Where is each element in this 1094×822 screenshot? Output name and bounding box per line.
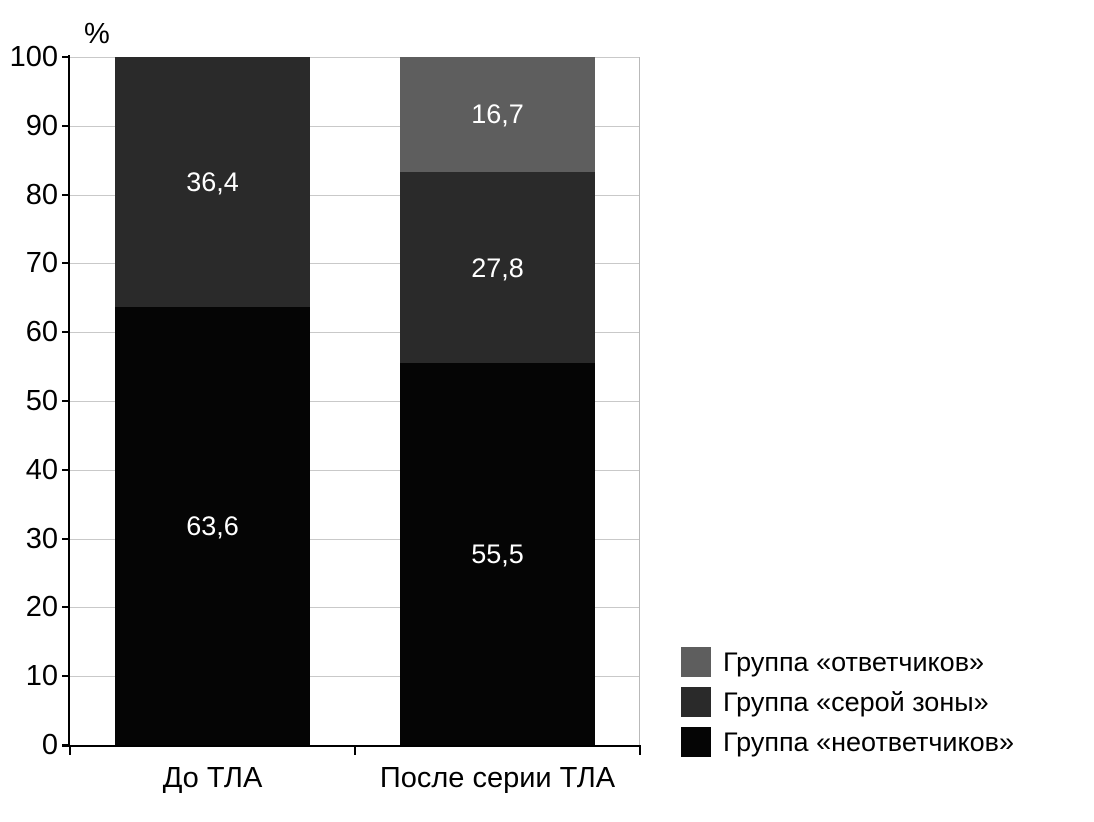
bar-segment: 27,8	[400, 171, 595, 364]
plot-area: 63,6 36,4 55,5 27,8 16,7	[70, 57, 640, 745]
x-axis-category-label: После серии ТЛА	[379, 762, 616, 794]
y-axis-tick-label: 40	[25, 453, 58, 486]
y-axis-tick	[62, 606, 70, 609]
y-axis-tick	[62, 675, 70, 678]
y-axis-tick-label: 100	[9, 41, 58, 73]
stacked-bar: 63,6 36,4	[115, 57, 310, 745]
legend-label: Группа «серой зоны»	[723, 686, 989, 717]
y-axis-tick	[62, 56, 70, 58]
y-axis-tick	[62, 468, 70, 471]
bar-segment: 55,5	[400, 363, 595, 745]
bar-segment-value: 63,6	[186, 511, 239, 542]
legend: Группа «ответчиков» Группа «серой зоны» Гр…	[681, 642, 1014, 762]
legend-item: Группа «серой зоны»	[681, 682, 1014, 722]
y-axis-tick	[62, 400, 70, 402]
y-axis-tick-label: 0	[41, 729, 58, 761]
gridline	[70, 57, 639, 58]
x-axis-line	[62, 745, 641, 747]
legend-item: Группа «неответчиков»	[681, 722, 1014, 762]
legend-swatch	[681, 727, 711, 757]
x-axis-category-label: До ТЛА	[162, 762, 263, 794]
y-axis-tick-label: 30	[25, 522, 58, 555]
legend-swatch	[681, 647, 711, 677]
y-axis-tick	[62, 537, 70, 540]
bar-segment-value: 36,4	[186, 167, 239, 198]
gridline	[70, 125, 639, 127]
gridline	[70, 676, 639, 678]
y-axis-tick-label: 70	[25, 247, 58, 280]
x-axis-tick	[639, 747, 641, 755]
y-axis-tick-label: 90	[25, 109, 58, 142]
y-axis-tick-label: 80	[25, 178, 58, 211]
y-axis-tick-label: 60	[25, 316, 58, 349]
y-axis-tick-label: 50	[25, 385, 58, 417]
y-axis-tick	[62, 331, 70, 334]
bar-segment: 63,6	[115, 307, 310, 745]
y-axis-tick	[62, 744, 70, 746]
gridline	[70, 401, 639, 402]
legend-swatch	[681, 687, 711, 717]
gridline	[70, 607, 639, 609]
x-axis-tick	[69, 747, 71, 755]
y-axis-unit-label: %	[84, 18, 110, 50]
bar-segment: 16,7	[400, 57, 595, 172]
bar-segment-value: 16,7	[471, 99, 524, 130]
bar-segment: 36,4	[115, 57, 310, 308]
y-axis-tick	[62, 262, 70, 265]
x-axis-tick	[354, 747, 356, 755]
y-axis-tick	[62, 124, 70, 127]
gridline	[70, 263, 639, 265]
y-axis-tick-label: 10	[25, 660, 58, 693]
gridline	[70, 194, 639, 196]
legend-label: Группа «ответчиков»	[723, 646, 985, 677]
bar-segment-value: 55,5	[471, 539, 524, 570]
stacked-bar: 55,5 27,8 16,7	[400, 57, 595, 745]
y-axis-tick	[62, 193, 70, 196]
y-axis-tick-label: 20	[25, 591, 58, 624]
legend-label: Группа «неответчиков»	[723, 726, 1014, 757]
gridline	[70, 538, 639, 540]
gridline	[70, 469, 639, 471]
legend-item: Группа «ответчиков»	[681, 642, 1014, 682]
bar-segment-value: 27,8	[471, 252, 524, 283]
gridline	[70, 332, 639, 334]
